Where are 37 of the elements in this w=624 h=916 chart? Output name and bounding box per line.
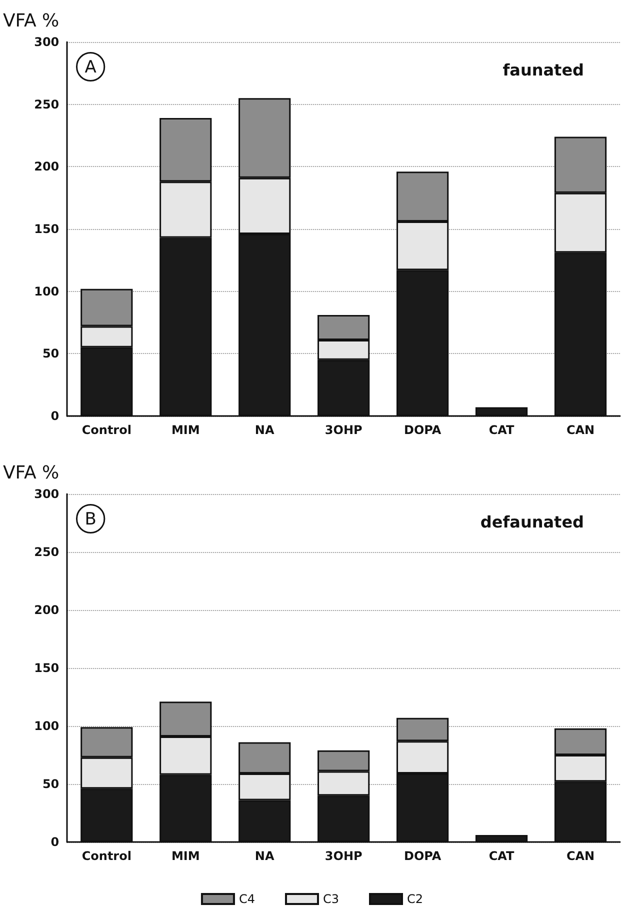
y-tick-label: 0 — [50, 409, 60, 423]
y-tick-label: 250 — [34, 97, 60, 112]
x-tick-label: 3OHP — [324, 849, 362, 863]
x-tick-label: CAN — [566, 423, 595, 437]
y-axis-title: VFA % — [2, 462, 60, 484]
annotation: defaunated — [480, 512, 584, 532]
y-tick-label: 200 — [34, 160, 60, 174]
x-tick-label: CAN — [566, 849, 595, 863]
x-tick-label: Control — [82, 423, 132, 437]
legend-label: C3 — [322, 892, 340, 906]
x-tick-label: MIM — [171, 423, 200, 437]
y-tick-label: 250 — [34, 545, 60, 559]
x-tick-label: CAT — [488, 849, 516, 863]
y-tick-label: 300 — [34, 487, 60, 501]
y-tick-label: 50 — [42, 346, 60, 361]
y-tick-label: 100 — [34, 719, 60, 733]
x-tick-label: NA — [254, 423, 275, 437]
y-tick-label: 150 — [34, 661, 60, 675]
x-tick-label: DOPA — [404, 423, 442, 437]
y-tick-label: 0 — [50, 835, 60, 849]
legend-label: C2 — [407, 892, 424, 906]
y-tick-label: 200 — [34, 603, 60, 617]
y-tick-label: 100 — [34, 284, 60, 298]
y-axis-title: VFA % — [2, 10, 60, 32]
x-tick-label: MIM — [171, 849, 200, 863]
annotation: A — [84, 57, 97, 78]
x-tick-label: 3OHP — [324, 423, 362, 437]
x-tick-label: NA — [254, 849, 275, 863]
y-tick-label: 300 — [34, 35, 60, 49]
y-tick-label: 50 — [42, 777, 60, 791]
annotation: faunated — [502, 60, 584, 80]
legend-label: C4 — [238, 892, 255, 906]
x-tick-label: CAT — [488, 423, 516, 437]
x-tick-label: DOPA — [404, 849, 442, 863]
x-tick-label: Control — [82, 849, 132, 863]
annotation: B — [84, 509, 96, 530]
y-tick-label: 150 — [34, 222, 60, 236]
